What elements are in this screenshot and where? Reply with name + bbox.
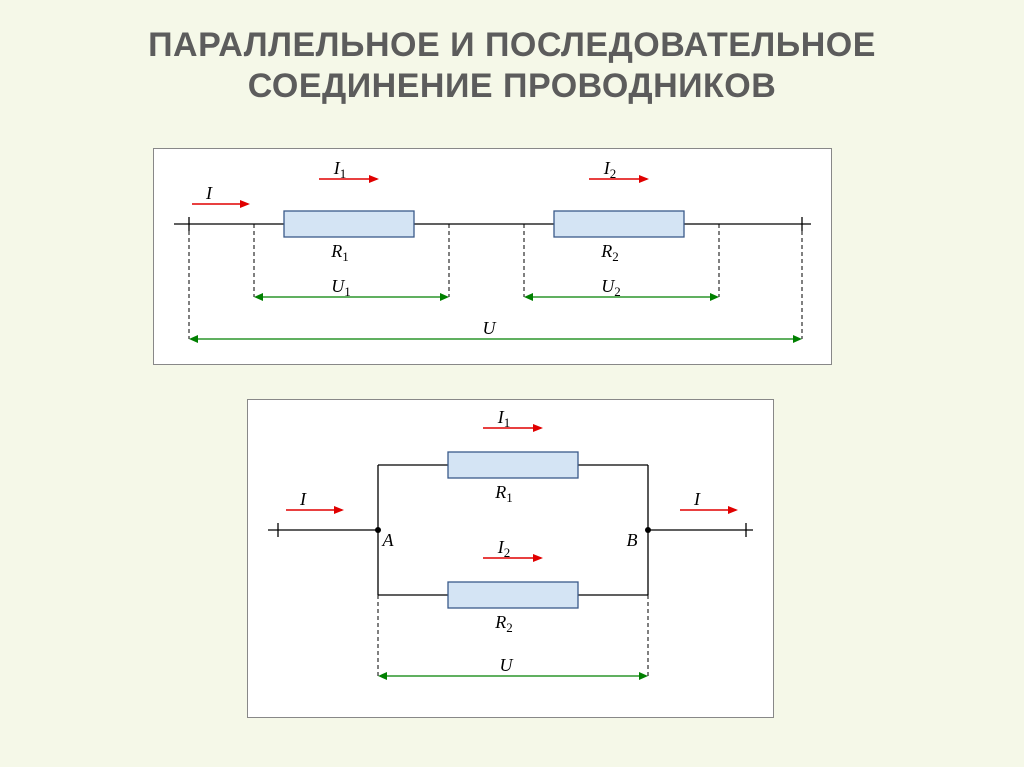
svg-text:A: A <box>382 530 395 550</box>
svg-text:R2: R2 <box>494 612 513 635</box>
svg-text:I1: I1 <box>497 407 511 430</box>
svg-text:U1: U1 <box>331 276 351 299</box>
page-title: ПАРАЛЛЕЛЬНОЕ И ПОСЛЕДОВАТЕЛЬНОЕ СОЕДИНЕН… <box>0 25 1024 107</box>
svg-text:B: B <box>627 530 638 550</box>
title-line-2: СОЕДИНЕНИЕ ПРОВОДНИКОВ <box>248 67 777 105</box>
svg-text:I1: I1 <box>333 158 347 181</box>
svg-text:I: I <box>205 183 213 203</box>
svg-text:R1: R1 <box>330 241 349 264</box>
svg-text:U: U <box>483 318 497 338</box>
svg-text:R1: R1 <box>494 482 513 505</box>
svg-text:U2: U2 <box>601 276 621 299</box>
svg-text:I2: I2 <box>603 158 617 181</box>
svg-text:I2: I2 <box>497 537 511 560</box>
svg-text:I: I <box>299 489 307 509</box>
parallel-circuit-diagram: A B R1 R2 I I I1 I2 U <box>247 399 774 718</box>
svg-text:I: I <box>693 489 701 509</box>
svg-text:R2: R2 <box>600 241 619 264</box>
series-circuit-diagram: R1 R2 I I1 I2 U1 U2 U <box>153 148 832 365</box>
title-line-1: ПАРАЛЛЕЛЬНОЕ И ПОСЛЕДОВАТЕЛЬНОЕ <box>148 26 876 64</box>
svg-text:U: U <box>500 655 514 675</box>
